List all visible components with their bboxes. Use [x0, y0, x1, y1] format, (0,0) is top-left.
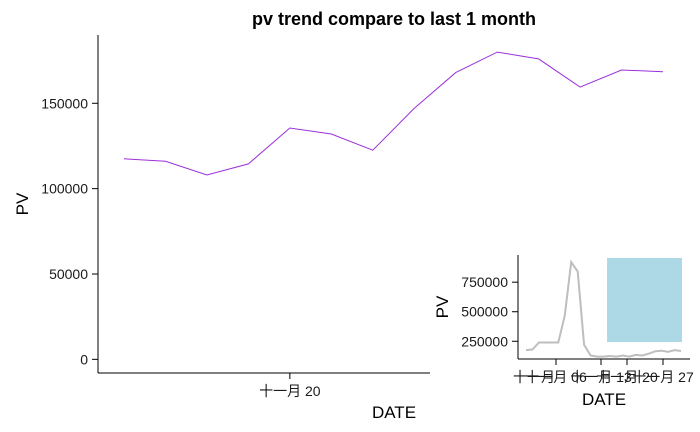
x-axis-title: DATE [372, 403, 416, 422]
inset-x-tick-label: 十一月 06 [525, 369, 587, 385]
y-tick-label: 0 [80, 351, 88, 367]
inset-y-axis-title: PV [433, 295, 452, 318]
inset-y-ticks: 250000 500000 750000 [461, 274, 518, 349]
inset-x-axis-title: DATE [582, 390, 626, 409]
chart-title: pv trend compare to last 1 month [252, 9, 536, 29]
inset-x-tick-label: 十一月 20 [596, 369, 658, 385]
series-line [123, 51, 664, 176]
y-tick-label: 150000 [41, 95, 88, 111]
inset-y-tick-label: 250000 [461, 333, 508, 349]
inset-highlight-region [607, 258, 682, 342]
inset-x-tick-label: 十一月 [513, 369, 555, 385]
inset-x-tick-label: 十一月 27 [632, 369, 694, 385]
y-tick-label: 100000 [41, 181, 88, 197]
y-ticks: 0 50000 100000 150000 [41, 95, 98, 367]
inset-y-tick-label: 500000 [461, 304, 508, 320]
y-axis-title: PV [13, 192, 32, 215]
inset-series-line [525, 259, 682, 358]
y-tick-label: 50000 [49, 266, 88, 282]
inset-x-tick-label: 十一月 13 [570, 369, 632, 385]
x-tick-label: 十一月 20 [259, 383, 321, 399]
inset-y-tick-label: 750000 [461, 274, 508, 290]
